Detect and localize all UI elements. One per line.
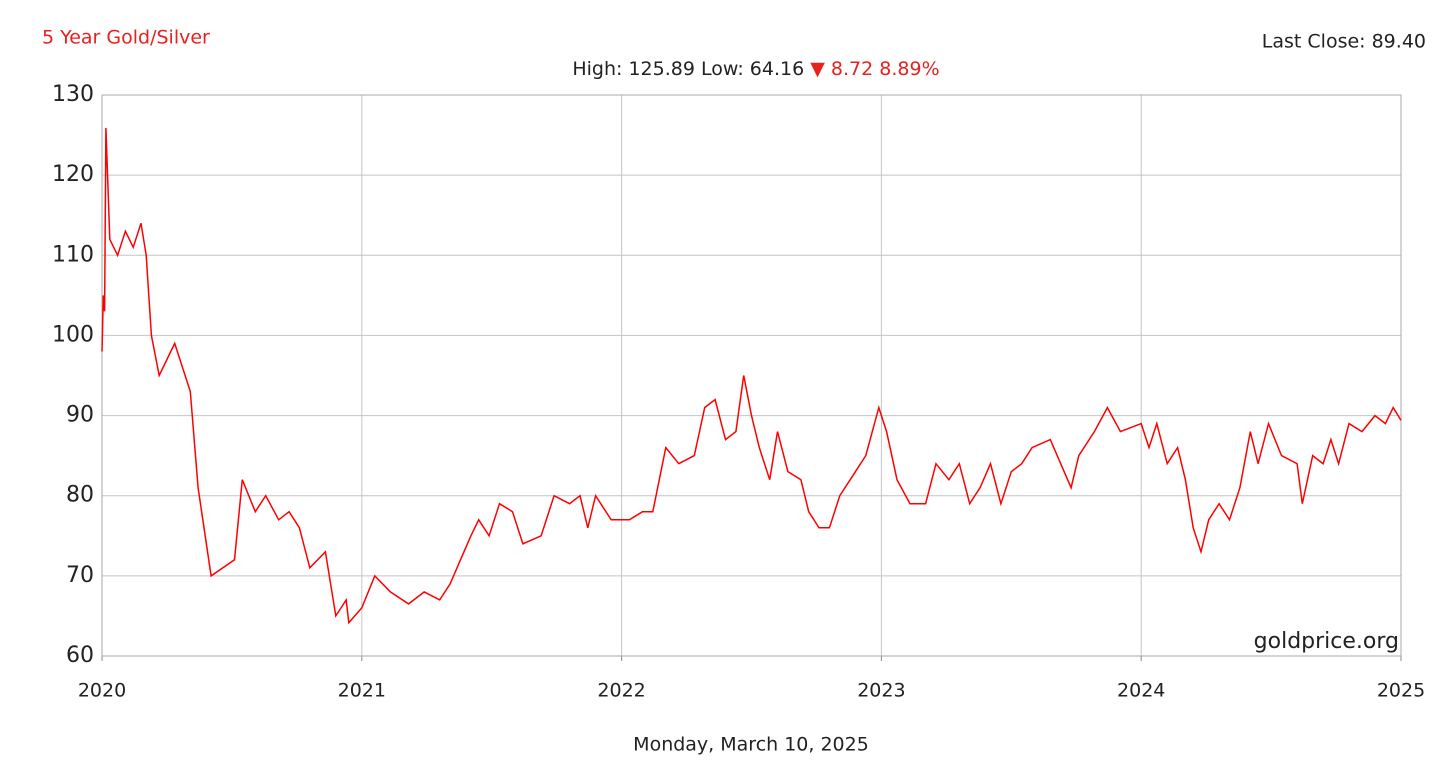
x-tick-label: 2022 [597,680,645,702]
y-tick-label: 100 [52,322,94,347]
plot-frame [101,94,1402,657]
x-tick-label: 2020 [78,680,126,702]
y-tick-label: 70 [66,563,94,588]
last-close: Last Close: 89.40 [1262,31,1426,53]
y-tick-label: 120 [52,162,94,187]
date: Monday, March 10, 2025 [633,734,869,756]
stats: High: 125.89 Low: 64.16 [572,58,804,80]
chart-title: 5 Year Gold/Silver [42,27,210,49]
change-marker: ▼ [810,58,825,80]
x-tick-label: 2023 [857,680,905,702]
x-tick-label: 2021 [338,680,386,702]
stats-line: High: 125.89 Low: 64.16 ▼ 8.72 8.89% [572,58,939,80]
line [101,127,1402,625]
y-tick-label: 60 [66,643,94,668]
y-tick-label: 130 [52,82,94,107]
x-tick-label: 2025 [1377,680,1425,702]
y-tick-label: 90 [66,403,94,428]
watermark: goldprice.org [1254,629,1399,654]
y-tick-label: 80 [66,483,94,508]
x-tick-label: 2024 [1117,680,1165,702]
y-tick-label: 110 [52,242,94,267]
change: 8.72 8.89% [831,58,940,80]
